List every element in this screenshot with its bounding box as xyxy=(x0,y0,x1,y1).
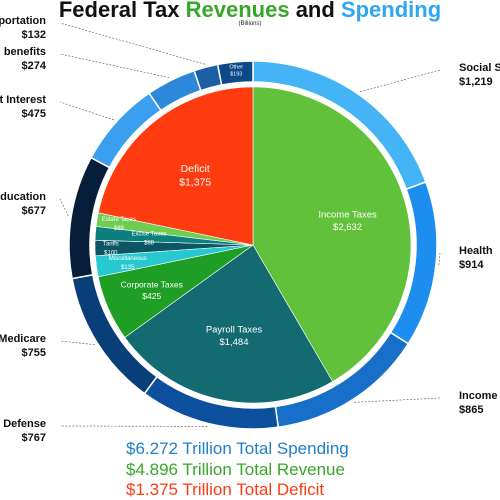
revenue-slice-label-miscellaneous: Miscellaneous xyxy=(109,256,147,262)
revenue-slice-label-payroll-taxes: Payroll Taxes xyxy=(206,325,263,336)
title-part-and: and xyxy=(289,0,341,22)
revenue-slice-income-taxes xyxy=(252,86,412,382)
chart-title: Federal Tax Revenues and Spending xyxy=(0,0,500,24)
spending-label-other: Other xyxy=(229,64,243,70)
total-spending-summary: $6.272 Trillion Total Spending xyxy=(126,439,349,458)
spending-value-health: $914 xyxy=(459,259,484,271)
revenue-slice-value-excise-taxes: $88 xyxy=(144,240,155,246)
leader-line-education xyxy=(59,198,69,217)
spending-value-income-security: $865 xyxy=(459,404,483,416)
revenue-slice-label-tariffs: Tariffs xyxy=(103,242,119,248)
revenue-slice-value-payroll-taxes: $1,484 xyxy=(219,337,248,348)
revenue-slice-label-estate-taxes: Estate Taxes xyxy=(102,217,136,223)
spending-label-defense: Defense xyxy=(3,418,46,430)
spending-label-social-security: Social S xyxy=(459,62,500,74)
spending-ring-segment-other xyxy=(216,60,254,86)
revenue-slice-label-excise-taxes: Excise Taxes xyxy=(132,231,167,237)
revenue-slice-value-corporate-taxes: $425 xyxy=(142,291,161,301)
spending-label-medicare: Medicare xyxy=(0,333,46,345)
spending-value-veterans-benefits: $274 xyxy=(22,60,47,72)
revenue-slice-value-miscellaneous: $135 xyxy=(121,265,135,271)
spending-value-defense: $767 xyxy=(22,432,46,444)
revenue-slice-value-tariffs: $100 xyxy=(104,251,118,257)
spending-label-net-interest: t Interest xyxy=(0,94,46,106)
title-part-federal-tax: Federal Tax xyxy=(58,0,186,22)
revenue-slice-deficit xyxy=(97,86,254,246)
revenue-slice-value-income-taxes: $2,632 xyxy=(333,222,362,233)
spending-value-transportation: $132 xyxy=(22,29,46,41)
leader-line-income-security xyxy=(354,397,441,403)
spending-value-other: $193 xyxy=(230,71,242,77)
revenue-slice-payroll-taxes xyxy=(124,244,333,404)
spending-label-education: ducation xyxy=(0,191,46,203)
spending-value-net-interest: $475 xyxy=(22,108,46,120)
leader-line-medicare xyxy=(59,340,95,345)
spending-value-social-security: $1,219 xyxy=(459,76,493,88)
leader-line-veterans-benefits xyxy=(59,53,170,78)
spending-label-veterans-benefits: benefits xyxy=(4,46,46,58)
revenue-slice-label-income-taxes: Income Taxes xyxy=(318,209,377,220)
spending-label-income-security: Income xyxy=(459,390,498,402)
revenue-slice-value-estate-taxes: $88 xyxy=(114,226,125,232)
leader-line-net-interest xyxy=(59,101,115,121)
leader-line-social-security xyxy=(360,69,441,93)
title-part-revenues: Revenues xyxy=(185,0,290,22)
units-subtitle: (Billions) xyxy=(238,21,262,27)
revenue-slice-label-corporate-taxes: Corporate Taxes xyxy=(121,279,183,289)
total-revenue-summary: $4.896 Trillion Total Revenue xyxy=(126,460,345,479)
total-deficit-summary: $1.375 Trillion Total Deficit xyxy=(126,480,325,499)
title-part-spending: Spending xyxy=(340,0,442,22)
leader-line-health xyxy=(438,252,441,266)
spending-value-education: $677 xyxy=(22,205,46,217)
revenue-slice-value-deficit: $1,375 xyxy=(179,176,211,188)
spending-label-transportation: portation xyxy=(0,15,46,27)
spending-label-health: Health xyxy=(459,245,493,257)
revenue-slice-label-deficit: Deficit xyxy=(181,163,210,175)
leader-line-transportation xyxy=(59,22,206,65)
spending-value-medicare: $755 xyxy=(22,347,46,359)
